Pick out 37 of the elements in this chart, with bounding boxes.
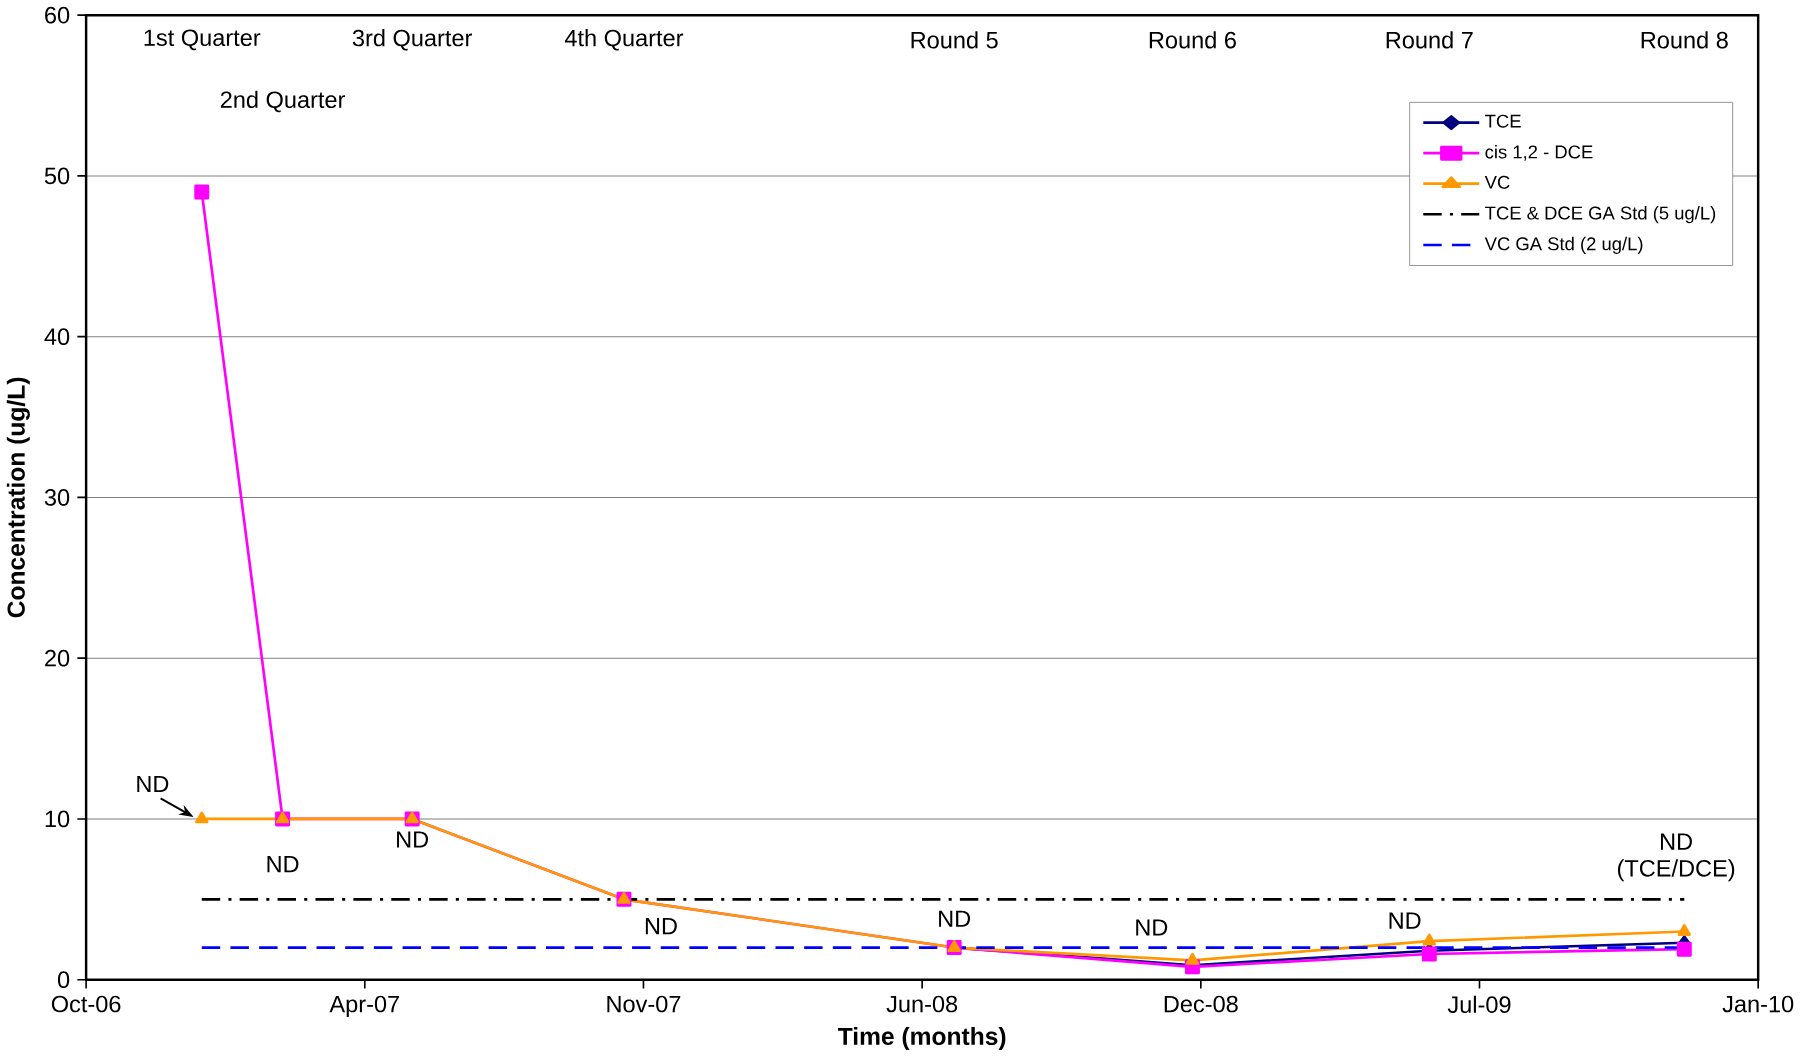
legend-label: cis 1,2 - DCE xyxy=(1485,145,1593,161)
x-tick-label: Oct-06 xyxy=(51,995,121,1013)
annotation: 4th Quarter xyxy=(564,29,684,51)
annotation: ND xyxy=(267,856,299,873)
annotation: Round 8 xyxy=(1641,31,1728,49)
x-axis-title: Time (months) xyxy=(837,1027,1006,1051)
legend-label: VC GA Std (2 ug/L) xyxy=(1484,236,1643,255)
annotation: 3rd Quarter xyxy=(352,29,472,51)
x-tick-label: Jan-10 xyxy=(1722,995,1794,1013)
legend-label: VC xyxy=(1484,175,1510,189)
y-tick-label: 50 xyxy=(44,167,70,185)
y-tick-label: 60 xyxy=(45,6,70,24)
y-tick-label: 10 xyxy=(45,810,70,828)
y-axis-title: Concentration (ug/L) xyxy=(6,377,30,618)
x-tick-label: Nov-07 xyxy=(607,995,681,1013)
annotation: ND xyxy=(397,831,429,848)
annotation: ND xyxy=(1136,919,1168,936)
y-tick-label: 0 xyxy=(57,971,70,989)
x-tick-label: Dec-08 xyxy=(1164,995,1238,1013)
y-tick-label: 20 xyxy=(45,649,70,667)
y-tick-label: 30 xyxy=(44,489,70,506)
annotation: 2nd Quarter xyxy=(220,90,346,113)
annotation: Round 6 xyxy=(1149,31,1236,49)
legend-label: TCE xyxy=(1485,114,1521,128)
annotation: Round 5 xyxy=(911,31,998,49)
annotation: ND xyxy=(645,918,677,935)
legend-label: TCE & DCE GA Std (5 ug/L) xyxy=(1485,206,1716,224)
annotation: ND xyxy=(1389,912,1421,929)
annotation: ND (TCE/DCE) xyxy=(1617,833,1735,882)
annotation: 1st Quarter xyxy=(144,29,261,51)
x-tick-label: Jun-08 xyxy=(886,995,958,1013)
x-tick-label: Jul-09 xyxy=(1447,995,1511,1014)
x-tick-label: Apr-07 xyxy=(329,995,399,1018)
annotation: Round 7 xyxy=(1386,31,1473,49)
annotation: ND xyxy=(939,910,971,927)
y-tick-label: 40 xyxy=(44,328,70,346)
annotation: ND xyxy=(137,776,169,793)
